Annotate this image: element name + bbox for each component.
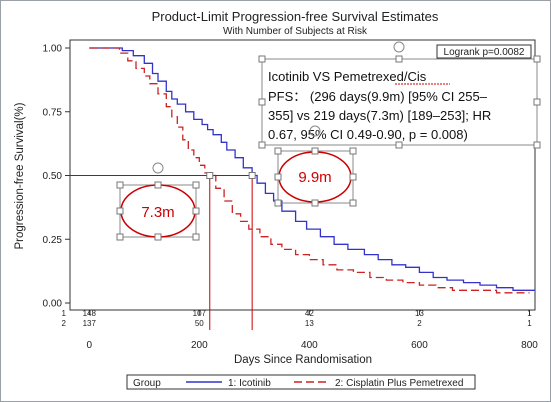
at-risk-count: 107 <box>193 309 207 318</box>
callout-handle <box>274 147 282 155</box>
median-point-handle <box>206 172 214 179</box>
at-risk-count: 1 <box>527 309 532 318</box>
at-risk-count: 148 <box>83 309 97 318</box>
y-axis-label: Progression-free Survival(%) <box>14 102 26 249</box>
callout-handle <box>192 207 200 215</box>
logrank-text: Logrank p=0.0082 <box>444 47 525 58</box>
annotation-frame <box>261 58 538 146</box>
annotation-handle <box>258 141 266 149</box>
median-guides <box>70 172 256 330</box>
annotation-handle <box>395 141 403 149</box>
at-risk-count: 2 <box>417 319 422 328</box>
annotation-line-2: PFS： (296 days(9.9m) [95% CI 255– <box>268 89 488 104</box>
y-axis-ticks: 0.00 0.25 0.50 0.75 1.00 <box>43 44 70 310</box>
callout-handle <box>192 181 200 189</box>
legend: Group 1: Icotinib 2: Cisplatin Plus Peme… <box>126 374 476 390</box>
legend-title: Group <box>133 378 161 389</box>
at-risk-count: 13 <box>305 319 314 328</box>
y-tick-label: 0.50 <box>43 171 63 182</box>
x-tick-label: 200 <box>191 340 208 351</box>
at-risk-table: 1 148 107 42 13 12 137 50 13 2 1 <box>62 309 533 328</box>
callout-handle <box>349 147 357 155</box>
annotation-handle <box>258 98 266 106</box>
at-risk-count: 50 <box>195 319 204 328</box>
annotation-line-4: 0.67, 95% CI 0.49-0.90, p = 0.008) <box>268 127 468 142</box>
callout-handle <box>311 199 319 207</box>
rotate-handle-icon[interactable] <box>309 125 321 137</box>
chart-title: Product-Limit Progression-free Survival … <box>152 9 439 24</box>
x-tick-label: 400 <box>301 340 318 351</box>
y-tick-label: 0.00 <box>43 299 63 310</box>
median-point-handle <box>248 172 256 179</box>
series-line-icotinib <box>89 47 535 291</box>
annotation-handle <box>533 141 541 149</box>
at-risk-count: 137 <box>83 319 97 328</box>
logrank-box <box>436 44 532 59</box>
callout-7-3m[interactable]: 7.3m <box>116 162 200 241</box>
callout-handle <box>154 181 162 189</box>
series-layer <box>89 47 535 294</box>
callout-handle <box>116 207 124 215</box>
callout-handle <box>274 173 282 181</box>
x-tick-label: 800 <box>521 340 538 351</box>
annotation-handle <box>395 55 403 63</box>
y-tick-label: 0.75 <box>43 107 63 118</box>
annotation-handle <box>533 98 541 106</box>
series-line-pemetrexed <box>89 47 530 294</box>
at-risk-count: 1 <box>527 319 532 328</box>
legend-label-pemetrexed: 2: Cisplatin Plus Pemetrexed <box>335 378 463 389</box>
annotation-box[interactable]: Icotinib VS Pemetrexed/Cis PFS： (296 day… <box>258 41 541 149</box>
callout-handle <box>154 233 162 241</box>
callout-label: 9.9m <box>298 169 331 186</box>
callout-9-9m[interactable]: 9.9m <box>274 125 357 207</box>
at-risk-row-label: 2 <box>62 319 67 328</box>
at-risk-count: 42 <box>305 309 314 318</box>
x-axis-ticks: 0 200 400 600 800 <box>86 310 538 351</box>
chart-subtitle: With Number of Subjects at Risk <box>223 26 368 37</box>
rotate-handle-icon[interactable] <box>152 162 164 174</box>
x-tick-label: 0 <box>86 340 92 351</box>
annotation-line-1: Icotinib VS Pemetrexed/Cis <box>268 69 427 84</box>
y-tick-label: 0.25 <box>43 235 63 246</box>
at-risk-count: 13 <box>415 309 424 318</box>
legend-label-icotinib: 1: Icotinib <box>228 378 271 389</box>
callout-handle <box>116 233 124 241</box>
x-axis-label: Days Since Randomisation <box>234 354 372 366</box>
annotation-line-3: 355] vs 219 days(7.3m) [189–253]; HR <box>268 108 491 123</box>
callout-handle <box>116 181 124 189</box>
callout-handle <box>274 199 282 207</box>
callout-handle <box>349 199 357 207</box>
x-tick-label: 600 <box>411 340 428 351</box>
callout-handle <box>349 173 357 181</box>
rotate-handle-icon[interactable] <box>393 41 405 53</box>
annotation-handle <box>533 55 541 63</box>
callout-label: 7.3m <box>141 204 174 221</box>
callout-handle <box>192 233 200 241</box>
at-risk-row-label: 1 <box>62 309 67 318</box>
y-tick-label: 1.00 <box>43 44 63 55</box>
annotation-handle <box>258 55 266 63</box>
callout-handle <box>311 147 319 155</box>
